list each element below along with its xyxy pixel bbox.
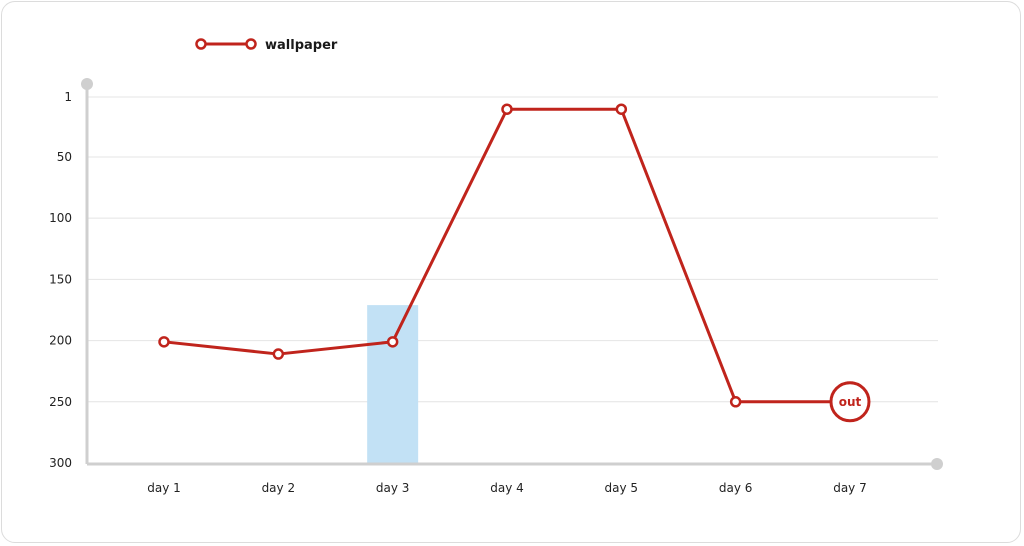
legend-label: wallpaper <box>265 38 338 53</box>
x-tick-label: day 6 <box>719 481 753 495</box>
gridlines <box>87 96 938 403</box>
data-point[interactable] <box>729 396 742 408</box>
y-tick-label: 50 <box>57 150 72 164</box>
legend-marker-left <box>195 38 207 50</box>
data-point[interactable] <box>272 348 285 360</box>
axes <box>81 78 943 470</box>
legend-marker-right <box>245 38 257 50</box>
data-point[interactable] <box>615 103 628 115</box>
highlight-bar <box>367 305 419 463</box>
x-tick-labels: day 1 day 2 day 3 day 4 day 5 day 6 day 7 <box>147 481 867 495</box>
series-line-wallpaper <box>163 107 850 404</box>
y-tick-label: 250 <box>49 395 72 409</box>
y-tick-label: 150 <box>49 272 72 286</box>
x-tick-label: day 3 <box>376 481 410 495</box>
x-tick-label: day 5 <box>605 481 639 495</box>
legend[interactable]: wallpaper <box>195 38 338 53</box>
x-tick-label: day 7 <box>833 481 867 495</box>
y-tick-label: 200 <box>49 334 72 348</box>
end-marker-label: out <box>839 395 862 409</box>
x-tick-label: day 4 <box>490 481 524 495</box>
x-tick-label: day 1 <box>147 481 181 495</box>
y-tick-label: 1 <box>64 90 72 104</box>
x-tick-label: day 2 <box>262 481 296 495</box>
series-layer: out <box>158 103 871 423</box>
highlight-band <box>367 305 419 463</box>
end-marker-circle[interactable] <box>829 381 871 423</box>
data-point[interactable] <box>386 336 399 348</box>
y-tick-label: 100 <box>49 211 72 225</box>
data-point[interactable] <box>158 336 170 348</box>
x-axis-end-cap <box>931 458 943 470</box>
data-point[interactable] <box>501 103 513 115</box>
y-axis-end-cap <box>81 78 93 90</box>
y-tick-label: 300 <box>49 456 72 470</box>
